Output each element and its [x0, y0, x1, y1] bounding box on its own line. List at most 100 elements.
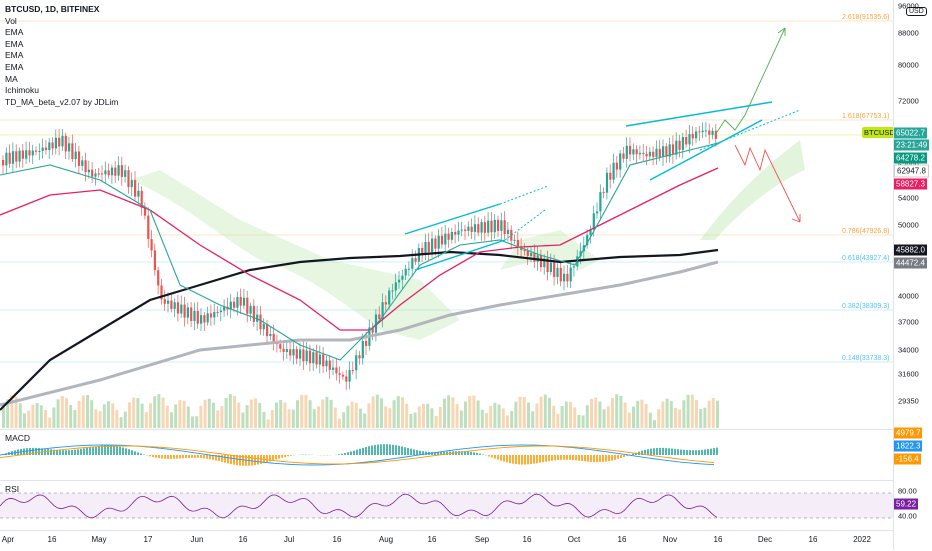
macd-histogram-bar [692, 450, 694, 455]
indicator-ema-2[interactable]: EMA [5, 39, 118, 51]
macd-histogram-bar [389, 444, 391, 455]
volume-bar [577, 415, 580, 428]
rsi-pane[interactable]: RSI [0, 480, 893, 531]
volume-bar [82, 395, 85, 428]
ma-200-label: 45882.0 [894, 245, 927, 256]
macd-histogram-bar [176, 455, 178, 459]
candle-body [220, 311, 222, 312]
volume-bar [531, 411, 534, 428]
candle-body [12, 151, 14, 164]
candle-body [639, 153, 641, 154]
indicator-ema-1[interactable]: EMA [5, 27, 118, 39]
candle-body [457, 231, 459, 235]
candle-body [358, 355, 360, 358]
macd-histogram-bar [95, 446, 97, 455]
macd-histogram-bar [674, 449, 676, 455]
volume-bar [346, 406, 349, 428]
candle-body [151, 239, 153, 250]
volume-bar [204, 400, 207, 428]
macd-histogram-bar [539, 455, 541, 463]
volume-bar [288, 409, 291, 428]
volume-bar [212, 403, 215, 428]
ema-2-label: 62947.8 [894, 165, 929, 178]
macd-histogram-bar [338, 454, 340, 455]
candle-body [494, 220, 496, 232]
candle-body [523, 250, 525, 251]
candle-body [451, 232, 453, 240]
currency-button[interactable]: USD [906, 7, 927, 16]
volume-bar [615, 394, 618, 428]
indicator-ichimoku[interactable]: Ichimoku [5, 85, 118, 97]
macd-histogram-bar [407, 448, 409, 455]
symbol-title[interactable]: BTCUSD, 1D, BITFINEX [5, 4, 118, 16]
candle-body [712, 131, 714, 135]
volume-bar [2, 407, 5, 428]
candle-body [467, 227, 469, 231]
candle-body [283, 349, 285, 352]
candle-body [134, 180, 136, 196]
volume-bar [157, 394, 160, 428]
time-label: Sep [475, 535, 489, 544]
candle-body [434, 239, 436, 249]
indicator-ema-4[interactable]: EMA [5, 62, 118, 74]
candle-body [101, 174, 103, 175]
rsi-label[interactable]: RSI [5, 484, 19, 494]
time-label: 16 [618, 535, 627, 544]
candle-body [75, 152, 77, 160]
volume-bar [708, 401, 711, 428]
volume-bar [195, 416, 198, 428]
time-axis[interactable]: Apr 16 May 17 Jun 16 Jul 16 Aug 16 Sep 1… [0, 530, 893, 551]
candle-body [556, 268, 558, 277]
price-axis[interactable]: 96000 88000 80000 72000 62000 54000 5000… [893, 0, 932, 550]
macd-histogram-bar [632, 454, 634, 455]
volume-bar [271, 410, 274, 428]
candle-body [596, 211, 598, 213]
candle-body [269, 334, 271, 336]
volume-bar [19, 403, 22, 428]
macd-histogram-bar [386, 444, 388, 455]
indicator-ema-3[interactable]: EMA [5, 50, 118, 62]
volume-bar [682, 400, 685, 428]
volume-bar [678, 409, 681, 428]
candle-body [157, 270, 159, 285]
candle-body [266, 324, 268, 336]
volume-bar [611, 398, 614, 428]
macd-histogram-bar [110, 446, 112, 455]
candle-body [655, 149, 657, 157]
indicator-vol[interactable]: Vol [5, 16, 118, 28]
volume-bar [447, 395, 450, 428]
macd-label[interactable]: MACD [5, 433, 30, 443]
indicator-ma[interactable]: MA [5, 74, 118, 86]
macd-histogram-bar [608, 455, 610, 461]
volume-bar [170, 412, 173, 428]
volume-bar [136, 398, 139, 428]
indicator-td-ma[interactable]: TD_MA_beta_v2.07 by JDLim [5, 97, 118, 109]
volume-bar [220, 406, 223, 428]
price-tick: 54000 [898, 194, 919, 203]
macd-histogram-bar [203, 455, 205, 458]
volume-bar [78, 401, 81, 428]
candle-body [81, 160, 83, 166]
macd-histogram-bar [119, 447, 121, 455]
volume-bar [624, 403, 627, 428]
candle-body [398, 280, 400, 283]
price-chart[interactable] [0, 0, 893, 428]
candle-body [147, 216, 149, 239]
candle-body [187, 307, 189, 317]
macd-histogram-bar [35, 448, 37, 455]
candle-body [415, 258, 417, 261]
volume-bar [561, 406, 564, 428]
volume-bar [191, 416, 194, 428]
macd-histogram-bar [362, 448, 364, 455]
volume-bar [590, 399, 593, 428]
candle-body [108, 170, 110, 175]
main-chart-pane[interactable]: BTCUSD, 1D, BITFINEX Vol EMA EMA EMA EMA… [0, 0, 893, 428]
candle-body [609, 173, 611, 180]
macd-pane[interactable]: MACD [0, 429, 893, 480]
time-label: May [91, 535, 106, 544]
macd-histogram-bar [149, 455, 151, 456]
volume-bar [317, 406, 320, 428]
volume-bar [598, 401, 601, 428]
candle-body [352, 370, 354, 371]
volume-bar [649, 413, 652, 428]
